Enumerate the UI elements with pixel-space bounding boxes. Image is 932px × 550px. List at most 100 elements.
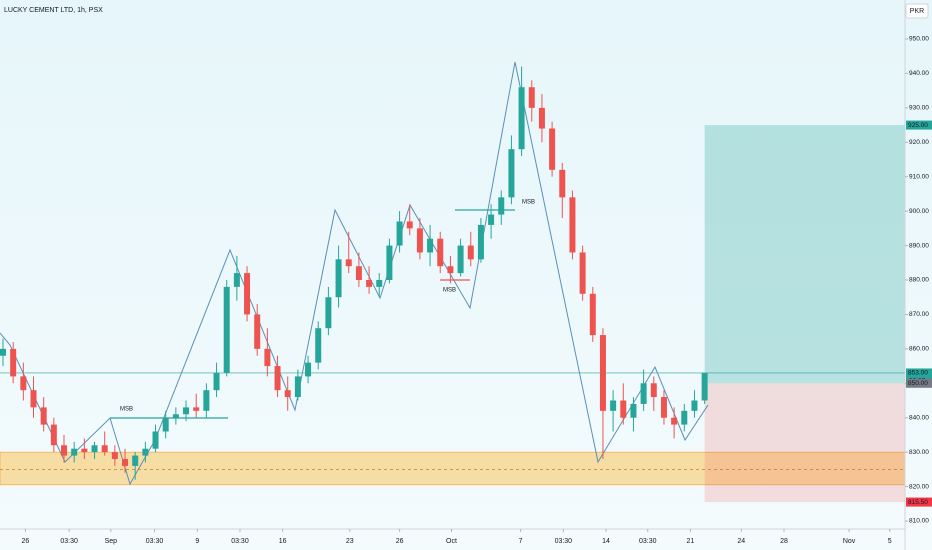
candle-body xyxy=(101,445,108,453)
candle-body xyxy=(549,128,556,170)
y-tick-label: 940.00 xyxy=(909,70,929,77)
price-marker xyxy=(906,120,932,130)
candle-body xyxy=(355,266,362,280)
candle-body xyxy=(10,348,17,377)
currency-box xyxy=(905,3,929,19)
candle-body xyxy=(427,238,434,253)
candle-body xyxy=(40,407,47,425)
candle-body xyxy=(681,410,688,425)
x-tick-label: 03:30 xyxy=(639,538,657,545)
candle-body xyxy=(538,107,545,129)
x-tick-label: 03:30 xyxy=(146,538,164,545)
price-marker-label: 815.50 xyxy=(908,499,928,506)
support-zone xyxy=(0,451,906,486)
candle-body xyxy=(559,169,566,198)
candle-body xyxy=(122,459,129,466)
candle-body xyxy=(437,238,444,267)
candle-body xyxy=(50,424,57,446)
y-tick-label: 840.00 xyxy=(909,414,929,421)
x-tick-label: 26 xyxy=(396,538,404,545)
x-tick-label: 26 xyxy=(22,538,30,545)
candle-body xyxy=(81,448,88,453)
candle-body xyxy=(579,252,586,294)
y-tick-label: 880.00 xyxy=(909,277,929,284)
y-tick-label: 930.00 xyxy=(909,105,929,112)
y-tick-label: 820.00 xyxy=(909,483,929,490)
x-tick-label: 9 xyxy=(195,538,199,545)
candle-body xyxy=(162,417,169,432)
candle-body xyxy=(111,452,118,460)
stop-box xyxy=(704,383,905,503)
candle-body xyxy=(91,445,98,453)
x-tick-label: 14 xyxy=(602,538,610,545)
candle-body xyxy=(528,87,535,108)
candle-body xyxy=(172,414,179,418)
candle-body xyxy=(569,197,576,253)
x-tick-label: 24 xyxy=(737,538,745,545)
annotation: MSB xyxy=(443,288,456,294)
x-tick-label: 03:30 xyxy=(60,538,78,545)
x-tick-label: Nov xyxy=(843,538,856,545)
chart-title: LUCKY CEMENT LTD, 1h, PSX xyxy=(4,7,103,14)
price-marker xyxy=(906,378,932,388)
candle-body xyxy=(284,390,291,398)
candle-body xyxy=(274,366,281,391)
candle-body xyxy=(0,348,6,356)
x-tick-label: 7 xyxy=(519,538,523,545)
price-marker-label: 853.00 xyxy=(908,370,928,377)
x-tick-label: 28 xyxy=(780,538,788,545)
candle-body xyxy=(213,372,220,391)
candle-body xyxy=(640,383,647,404)
y-tick-label: 860.00 xyxy=(909,346,929,353)
x-tick-label: 21 xyxy=(687,538,695,545)
x-tick-label: Oct xyxy=(446,538,457,545)
candle-body xyxy=(142,448,149,456)
candle-body xyxy=(620,400,627,418)
x-tick-label: 03:30 xyxy=(555,538,573,545)
y-tick-label: 950.00 xyxy=(909,36,929,43)
candle-body xyxy=(325,297,332,329)
candle-body xyxy=(660,397,667,418)
annotation: MSB xyxy=(120,407,133,413)
y-tick-label: 830.00 xyxy=(909,449,929,456)
candle-body xyxy=(599,335,606,411)
candle-body xyxy=(457,245,464,274)
currency: PKR xyxy=(910,8,924,15)
candle-body xyxy=(305,362,312,377)
y-tick-label: 920.00 xyxy=(909,139,929,146)
zigzag xyxy=(0,61,709,486)
candle-body xyxy=(589,293,596,336)
candle-body xyxy=(315,328,322,363)
y-tick-label: 910.00 xyxy=(909,173,929,180)
x-tick-label: 03:30 xyxy=(231,538,249,545)
candle-body xyxy=(416,228,423,253)
y-tick-label: 810.00 xyxy=(909,518,929,525)
price-marker-label: 850.00 xyxy=(908,380,928,387)
price-marker-label: 925.00 xyxy=(908,122,928,129)
candle-body xyxy=(223,286,230,373)
candle-body xyxy=(132,455,139,466)
candle-body xyxy=(508,149,515,198)
candle-body xyxy=(386,245,393,280)
candle-body xyxy=(61,445,68,456)
x-tick-label: 23 xyxy=(346,538,354,545)
y-tick-label: 870.00 xyxy=(909,311,929,318)
candle-body xyxy=(264,348,271,367)
candle-body xyxy=(183,407,190,415)
candle-body xyxy=(345,259,352,267)
candle-body xyxy=(447,266,454,274)
candle-body xyxy=(396,221,403,246)
candle-body xyxy=(488,214,495,225)
price-marker xyxy=(906,497,932,507)
candle-body xyxy=(671,417,678,425)
target-box xyxy=(704,125,905,384)
candle-body xyxy=(610,400,617,411)
candle-body xyxy=(294,376,301,398)
candle-body xyxy=(406,221,413,229)
candle-body xyxy=(376,280,383,287)
candle-body xyxy=(233,273,240,287)
candle-body xyxy=(193,407,200,411)
candle-body xyxy=(467,245,474,260)
